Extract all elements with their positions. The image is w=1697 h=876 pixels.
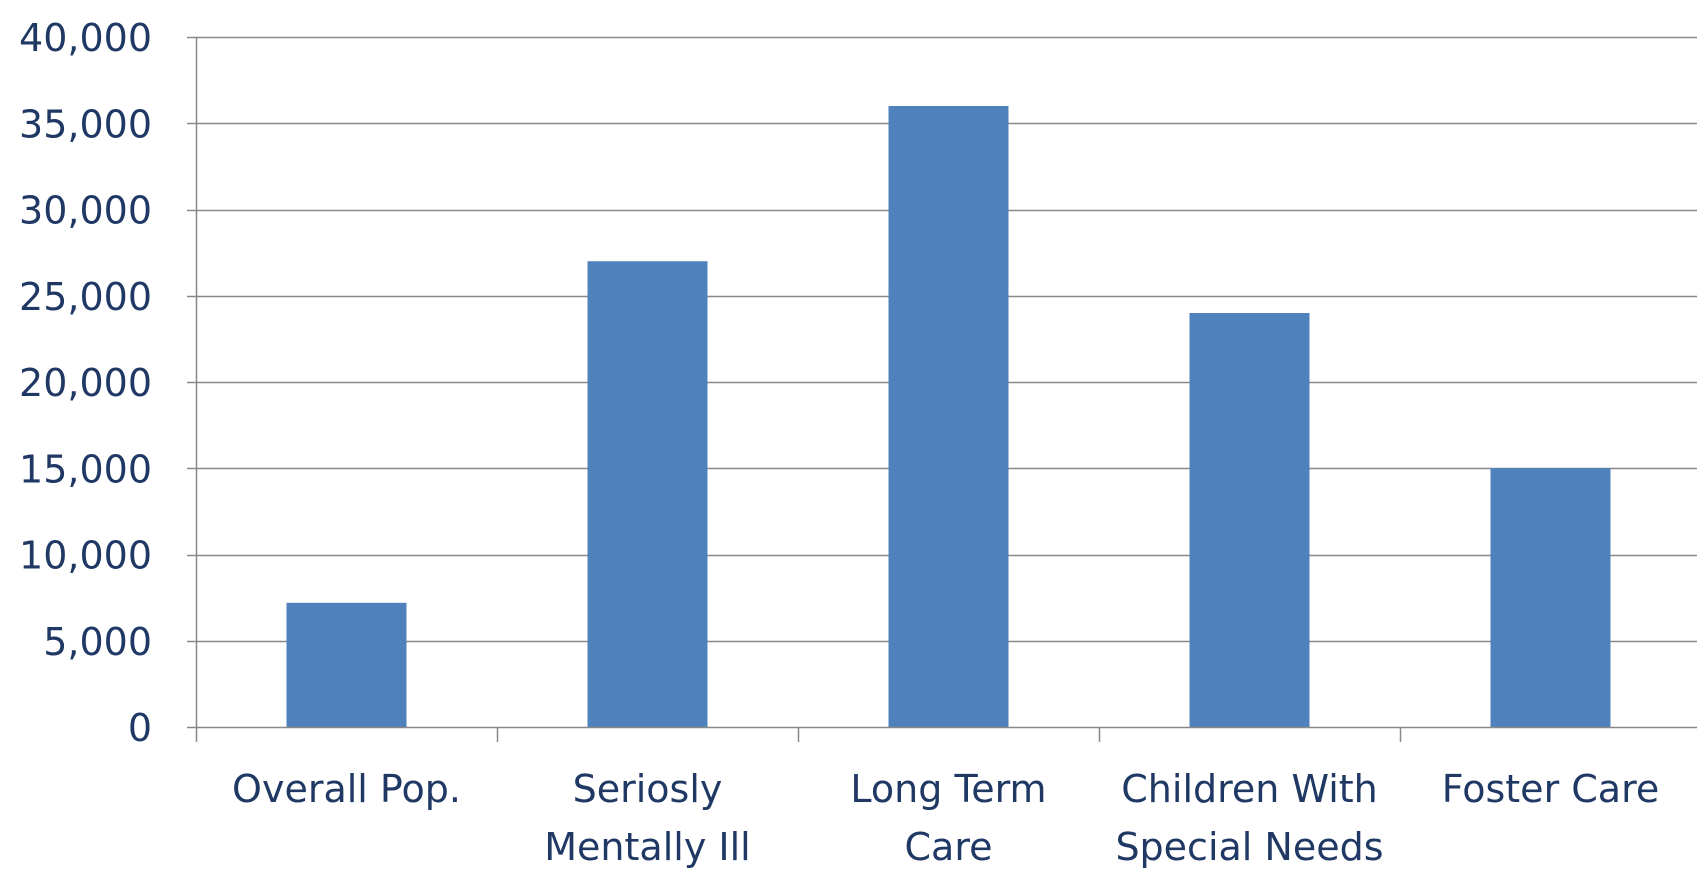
x-tick-label-line: Special Needs	[1115, 825, 1383, 869]
x-tick-label-line: Foster Care	[1442, 767, 1660, 811]
x-tick-label-line: Long Term	[850, 767, 1046, 811]
x-tick-label: Foster Care	[1442, 767, 1660, 811]
x-tick-label-line: Care	[905, 825, 993, 869]
y-tick-label: 30,000	[19, 189, 152, 233]
bar	[1490, 468, 1611, 727]
x-tick-label-line: Mentally Ill	[544, 825, 750, 869]
x-tick-label: Seriosly Mentally Ill	[544, 767, 750, 869]
y-tick-label: 15,000	[19, 447, 152, 491]
y-tick-label: 5,000	[43, 620, 152, 664]
y-tick-label: 0	[128, 706, 152, 750]
bars	[286, 106, 1611, 727]
bar	[888, 106, 1009, 727]
y-tick-label: 25,000	[19, 275, 152, 319]
bar	[1189, 313, 1310, 727]
bar	[587, 261, 708, 727]
x-tick-label: Long Term Care	[850, 767, 1046, 869]
y-tick-labels: 0 5,000 10,000 15,000 20,000 25,000 30,000 35,0…	[19, 16, 152, 750]
y-tick-label: 20,000	[19, 361, 152, 405]
y-tick-label: 40,000	[19, 16, 152, 60]
y-tick-label: 35,000	[19, 102, 152, 146]
bar	[286, 602, 407, 727]
x-tick-label-line: Seriosly	[573, 767, 723, 811]
x-tick-label: Overall Pop.	[232, 767, 461, 811]
y-tick-label: 10,000	[19, 534, 152, 578]
x-tick-labels: Overall Pop. Seriosly Mentally Ill Long Ter…	[232, 767, 1659, 869]
axes	[187, 36, 1697, 742]
x-tick-label-line: Overall Pop.	[232, 767, 461, 811]
x-tick-label-line: Children With	[1121, 767, 1377, 811]
x-tick-label: Children With Special Needs	[1115, 767, 1383, 869]
